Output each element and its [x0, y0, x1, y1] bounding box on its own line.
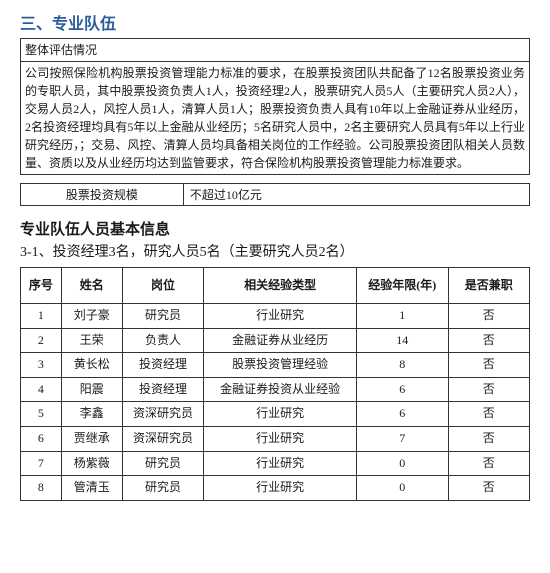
table-row: 7杨紫薇研究员行业研究0否	[21, 451, 530, 476]
table-cell: 5	[21, 402, 62, 427]
table-row: 3黄长松投资经理股票投资管理经验8否	[21, 353, 530, 378]
table-cell: 否	[448, 377, 529, 402]
table-cell: 王荣	[61, 328, 122, 353]
personnel-table: 序号 姓名 岗位 相关经验类型 经验年限(年) 是否兼职 1刘子豪研究员行业研究…	[20, 267, 530, 501]
assessment-header: 整体评估情况	[21, 39, 529, 62]
table-row: 6贾继承资深研究员行业研究7否	[21, 426, 530, 451]
scale-value: 不超过10亿元	[183, 184, 529, 206]
table-cell: 8	[21, 476, 62, 501]
table-cell: 6	[21, 426, 62, 451]
table-row: 8管清玉研究员行业研究0否	[21, 476, 530, 501]
table-cell: 贾继承	[61, 426, 122, 451]
table-cell: 行业研究	[204, 402, 357, 427]
section-title: 三、专业队伍	[20, 10, 530, 34]
table-cell: 黄长松	[61, 353, 122, 378]
table-row: 5李鑫资深研究员行业研究6否	[21, 402, 530, 427]
table-cell: 0	[356, 476, 448, 501]
table-cell: 资深研究员	[122, 402, 203, 427]
col-pt: 是否兼职	[448, 268, 529, 304]
table-cell: 管清玉	[61, 476, 122, 501]
table-cell: 金融证券从业经历	[204, 328, 357, 353]
assessment-body: 公司按照保险机构股票投资管理能力标准的要求，在股票投资团队共配备了12名股票投资…	[25, 64, 525, 172]
table-cell: 4	[21, 377, 62, 402]
table-cell: 否	[448, 353, 529, 378]
table-cell: 6	[356, 377, 448, 402]
table-cell: 否	[448, 402, 529, 427]
scale-table: 股票投资规模 不超过10亿元	[20, 183, 530, 206]
table-cell: 研究员	[122, 304, 203, 329]
table-cell: 否	[448, 426, 529, 451]
table-row: 1刘子豪研究员行业研究1否	[21, 304, 530, 329]
table-cell: 3	[21, 353, 62, 378]
col-post: 岗位	[122, 268, 203, 304]
table-cell: 投资经理	[122, 353, 203, 378]
table-cell: 刘子豪	[61, 304, 122, 329]
table-cell: 股票投资管理经验	[204, 353, 357, 378]
table-cell: 行业研究	[204, 304, 357, 329]
table-cell: 金融证券投资从业经验	[204, 377, 357, 402]
assessment-box: 整体评估情况 公司按照保险机构股票投资管理能力标准的要求，在股票投资团队共配备了…	[20, 38, 530, 175]
table-cell: 研究员	[122, 476, 203, 501]
personnel-subtitle: 3-1、投资经理3名，研究人员5名（主要研究人员2名）	[20, 241, 530, 261]
col-name: 姓名	[61, 268, 122, 304]
col-seq: 序号	[21, 268, 62, 304]
table-cell: 投资经理	[122, 377, 203, 402]
table-cell: 阳震	[61, 377, 122, 402]
table-cell: 14	[356, 328, 448, 353]
col-years: 经验年限(年)	[356, 268, 448, 304]
personnel-heading: 专业队伍人员基本信息	[20, 218, 530, 239]
table-cell: 1	[356, 304, 448, 329]
table-cell: 行业研究	[204, 451, 357, 476]
table-cell: 行业研究	[204, 426, 357, 451]
table-row: 4阳震投资经理金融证券投资从业经验6否	[21, 377, 530, 402]
table-cell: 否	[448, 451, 529, 476]
table-header-row: 序号 姓名 岗位 相关经验类型 经验年限(年) 是否兼职	[21, 268, 530, 304]
table-cell: 研究员	[122, 451, 203, 476]
table-cell: 否	[448, 328, 529, 353]
table-cell: 负责人	[122, 328, 203, 353]
table-cell: 6	[356, 402, 448, 427]
table-row: 2王荣负责人金融证券从业经历14否	[21, 328, 530, 353]
table-cell: 1	[21, 304, 62, 329]
col-exp: 相关经验类型	[204, 268, 357, 304]
table-cell: 0	[356, 451, 448, 476]
table-cell: 7	[21, 451, 62, 476]
table-cell: 资深研究员	[122, 426, 203, 451]
table-cell: 否	[448, 476, 529, 501]
scale-label: 股票投资规模	[21, 184, 184, 206]
table-cell: 行业研究	[204, 476, 357, 501]
table-cell: 否	[448, 304, 529, 329]
table-cell: 杨紫薇	[61, 451, 122, 476]
table-cell: 2	[21, 328, 62, 353]
table-cell: 李鑫	[61, 402, 122, 427]
table-cell: 7	[356, 426, 448, 451]
table-cell: 8	[356, 353, 448, 378]
